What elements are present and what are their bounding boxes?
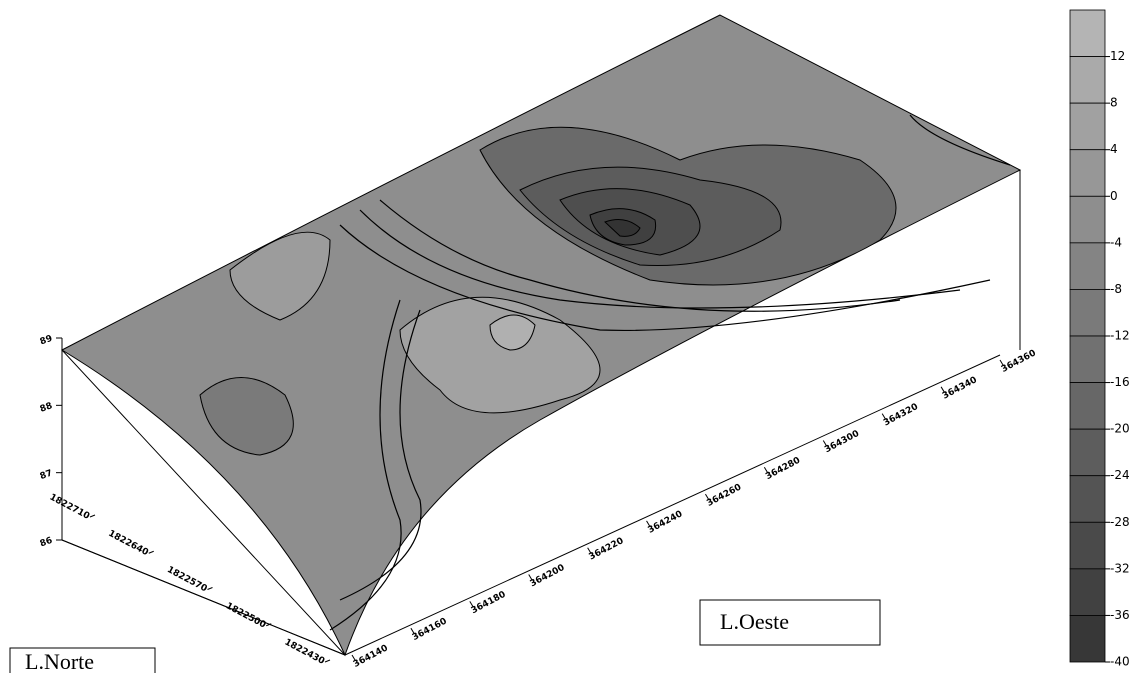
x-tick-label: 364260 [705,482,743,508]
colorbar-label: -40 [1110,655,1130,669]
x-tick-label: 364240 [646,509,684,535]
annotation: L.Norte [25,649,94,673]
tick [207,587,213,590]
contour [489,314,536,351]
colorbar-label: -12 [1110,329,1130,343]
colorbar-band [1069,56,1106,104]
x-tick-label: 364180 [470,590,508,616]
colorbar-band [1069,521,1106,570]
colorbar-label: -32 [1110,561,1130,575]
colorbar-label: -36 [1110,608,1130,622]
x-tick-label: 364140 [352,643,390,669]
contour [909,114,1011,166]
colorbar-label: -8 [1110,282,1122,296]
tick [705,493,709,500]
edge [61,539,346,656]
tick [528,574,533,580]
colorbar-band [1069,615,1106,663]
tick [469,601,474,607]
colorbar-label: -24 [1110,468,1130,482]
z-tick-label: 87 [39,468,54,482]
tick [763,467,768,473]
edge [344,354,1001,656]
contour [199,377,294,456]
annotation: L.Oeste [720,609,789,634]
tick [89,514,96,518]
tick [881,413,886,419]
colorbar-label: -4 [1110,235,1122,249]
colorbar-label: 0 [1110,189,1118,203]
contour [399,296,601,414]
colorbar-band [1069,428,1106,477]
colorbar-label: -28 [1110,515,1130,529]
contour [359,209,961,309]
tick [999,359,1004,366]
tick [587,547,592,553]
tick [266,623,272,627]
tick [324,659,331,663]
z-tick-label: 88 [39,401,54,415]
tick [822,440,827,446]
contour [229,231,331,321]
annotation-box [9,647,156,673]
colorbar-band [1069,289,1106,337]
z-tick-label: 86 [39,536,54,550]
colorbar-label: -20 [1110,422,1130,436]
x-tick-label: 364220 [588,536,626,562]
z-tick-label: 89 [39,334,54,348]
colorbar-band [1069,382,1106,430]
colorbar-band [1069,475,1106,523]
tick [646,520,650,527]
colorbar-band [1069,149,1106,197]
colorbar-band [1069,102,1106,151]
contour [329,299,402,631]
x-tick-label: 364200 [529,563,567,589]
colorbar-label: 12 [1110,49,1125,63]
tick [148,550,154,554]
colorbar-label: 8 [1110,96,1118,110]
colorbar-label: -16 [1110,375,1130,389]
colorbar-band [1069,195,1106,244]
contour [604,219,641,237]
colorbar-band [1069,242,1106,290]
colorbar-band [1069,568,1106,616]
contour [379,199,901,312]
tick [940,386,945,393]
x-tick-label: 364300 [823,429,861,455]
colorbar-band [1069,335,1106,383]
colorbar-label: 4 [1110,142,1118,156]
colorbar-band [1069,9,1106,57]
tick [351,654,356,661]
x-tick-label: 364160 [411,617,449,643]
tick [410,627,415,634]
annotation-box [699,599,881,646]
contour [339,309,422,601]
x-tick-label: 364280 [764,456,802,482]
contour [339,224,991,331]
